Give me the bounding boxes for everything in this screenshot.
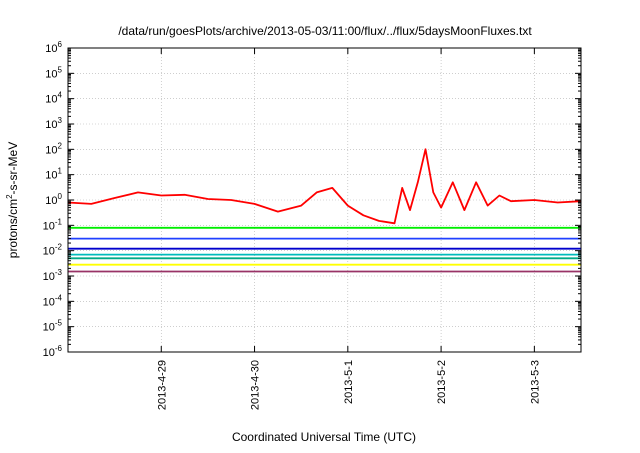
y-tick-label: 101 <box>45 167 62 182</box>
y-tick-label: 10-2 <box>43 243 63 258</box>
y-tick-layer: 10-610-510-410-310-210-11001011021031041… <box>43 40 581 359</box>
y-tick-label-exponent: -2 <box>55 243 63 252</box>
y-tick-label-base: 10 <box>43 220 55 232</box>
x-tick-layer: 2013-4-29 2013-4-30 2013-5-1 2013-5-2 2013-5… <box>156 48 541 410</box>
y-tick-label-base: 10 <box>43 296 55 308</box>
y-tick-label-exponent: -5 <box>55 319 63 328</box>
x-tick-label: 2013-5-2 <box>436 360 448 404</box>
y-tick-label: 105 <box>45 65 62 80</box>
y-tick-label-exponent: 4 <box>58 91 63 100</box>
y-tick-label-base: 10 <box>45 144 57 156</box>
y-tick-label: 10-3 <box>43 268 63 283</box>
y-tick-label-base: 10 <box>45 94 57 106</box>
y-axis-label-superscript: 2 <box>5 194 14 199</box>
y-tick-label: 10-1 <box>43 217 63 232</box>
y-tick-label: 100 <box>45 192 62 207</box>
y-tick-label-base: 10 <box>45 68 57 80</box>
y-tick-label: 104 <box>45 91 62 106</box>
plot-frame <box>67 47 582 353</box>
series-layer <box>67 148 582 273</box>
y-axis-label-suffix: -s-sr-MeV <box>6 142 20 195</box>
y-tick-label-exponent: 0 <box>58 192 63 201</box>
y-tick-label-base: 10 <box>45 195 57 207</box>
y-tick-label-exponent: -6 <box>55 344 63 353</box>
x-axis-label: Coordinated Universal Time (UTC) <box>232 430 416 444</box>
y-tick-label: 106 <box>45 40 62 55</box>
grid-layer <box>68 48 581 352</box>
y-tick-label-base: 10 <box>45 43 57 55</box>
y-tick-label: 10-6 <box>43 344 63 359</box>
y-tick-label-base: 10 <box>43 246 55 258</box>
y-tick-label-exponent: -1 <box>55 217 63 226</box>
y-tick-label-base: 10 <box>43 271 55 283</box>
y-tick-label-exponent: 3 <box>58 116 63 125</box>
y-tick-label-exponent: 2 <box>58 141 63 150</box>
x-tick-label: 2013-4-30 <box>250 360 262 410</box>
y-axis-label: protons/cm2-s-sr-MeV <box>5 142 20 258</box>
y-tick-label-base: 10 <box>45 119 57 131</box>
x-tick-label: 2013-5-1 <box>343 360 355 404</box>
y-tick-label-exponent: -3 <box>55 268 63 277</box>
y-tick-label: 10-5 <box>43 319 63 334</box>
y-tick-label-exponent: 1 <box>58 167 63 176</box>
x-tick-label: 2013-5-3 <box>529 360 541 404</box>
y-tick-label-exponent: 5 <box>58 65 63 74</box>
y-tick-label-exponent: 6 <box>58 40 63 49</box>
y-tick-label-exponent: -4 <box>55 293 63 302</box>
y-axis-label-main: protons/cm <box>6 199 20 258</box>
y-tick-label-base: 10 <box>43 322 55 334</box>
y-tick-label-base: 10 <box>45 170 57 182</box>
x-tick-label: 2013-4-29 <box>156 360 168 410</box>
y-tick-label: 103 <box>45 116 62 131</box>
series-line <box>67 148 582 225</box>
chart-title: /data/run/goesPlots/archive/2013-05-03/1… <box>118 24 532 38</box>
y-tick-label: 10-4 <box>43 293 63 308</box>
y-tick-label-base: 10 <box>43 347 55 359</box>
y-tick-label: 102 <box>45 141 62 156</box>
